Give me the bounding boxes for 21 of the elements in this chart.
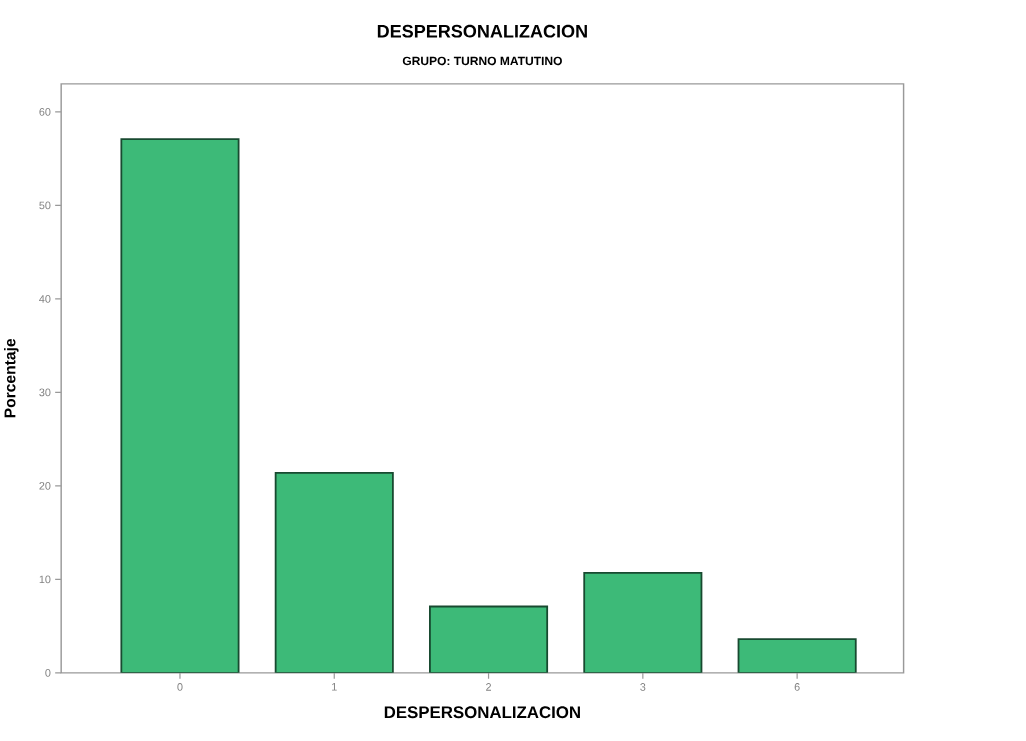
x-tick-label: 6 <box>794 683 800 692</box>
y-tick-label: 30 <box>39 388 51 397</box>
bar <box>737 638 857 674</box>
x-axis-title: DESPERSONALIZACION <box>384 706 580 719</box>
x-tick-label: 2 <box>486 683 492 691</box>
x-tick-label: 3 <box>640 683 646 692</box>
y-tick-label: 20 <box>39 482 51 490</box>
bar <box>274 472 394 674</box>
x-tick-label: 0 <box>177 683 183 692</box>
chart-subtitle: GRUPO: TURNO MATUTINO <box>402 56 562 66</box>
chart-title: DESPERSONALIZACION <box>377 25 587 38</box>
y-tick-label: 50 <box>39 201 51 210</box>
x-tick-label: 1 <box>332 683 337 691</box>
bar <box>429 605 549 674</box>
y-tick-label: 40 <box>39 295 51 303</box>
y-tick-label: 0 <box>45 669 51 677</box>
y-tick-label: 60 <box>39 108 51 117</box>
bar <box>583 572 703 674</box>
y-tick-label: 10 <box>39 575 51 584</box>
y-axis-title: Porcentaje <box>4 339 19 418</box>
bar <box>121 139 239 674</box>
